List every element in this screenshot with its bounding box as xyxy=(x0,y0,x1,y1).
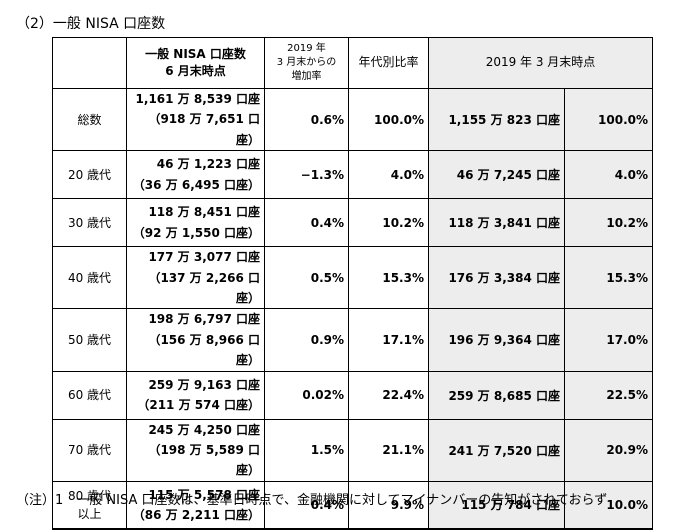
table-row: 30 歳代 118 万 8,451 口座 （92 万 1,550 口座） 0.4% 10… xyxy=(52,198,653,248)
account-count: 1,161 万 8,539 口座 xyxy=(135,92,260,106)
header-category xyxy=(52,37,127,89)
row-label-line1: 30 歳代 xyxy=(67,215,112,230)
table-row: 総数 1,161 万 8,539 口座 （918 万 7,651 口座） 0.6% 10… xyxy=(52,87,653,152)
prev-account-count: 46 万 7,245 口座 xyxy=(428,150,565,200)
age-ratio: 21.1% xyxy=(348,418,429,482)
account-count: 177 万 3,077 口座 xyxy=(148,250,260,265)
account-count: 46 万 1,223 口座 xyxy=(156,157,260,172)
table-row: 50 歳代 198 万 6,797 口座 （156 万 8,966 口座） 0.9% 1… xyxy=(52,308,653,372)
age-ratio: 100.0% xyxy=(348,87,429,152)
account-count-sub: （198 万 5,589 口座） xyxy=(148,442,260,478)
row-label: 60 歳代 xyxy=(52,370,127,420)
row-label: 20 歳代 xyxy=(52,150,127,200)
table-row: 40 歳代 177 万 3,077 口座 （137 万 2,266 口座） 0.5% 1… xyxy=(52,246,653,310)
prev-account-count: 259 万 8,685 口座 xyxy=(428,370,565,420)
increase-rate: 0.6% xyxy=(264,87,349,152)
account-count-sub: （92 万 1,550 口座） xyxy=(132,225,260,240)
row-label-line1: 60 歳代 xyxy=(67,388,112,403)
account-count: 115 万 5,578 口座 xyxy=(148,487,260,502)
increase-rate: −1.3% xyxy=(264,150,349,200)
age-ratio: 10.2% xyxy=(348,198,429,248)
header-increase-line3: 増加率 xyxy=(291,71,322,82)
row-label: 50 歳代 xyxy=(52,308,127,372)
prev-age-ratio: 4.0% xyxy=(564,150,653,200)
account-count-cell: 245 万 4,250 口座 （198 万 5,589 口座） xyxy=(126,418,265,482)
row-label-line1: 40 歳代 xyxy=(67,270,112,285)
header-prev: 2019 年 3 月末時点 xyxy=(428,37,653,89)
table-row: 70 歳代 245 万 4,250 口座 （198 万 5,589 口座） 1.5% 2… xyxy=(52,418,653,482)
account-count: 245 万 4,250 口座 xyxy=(148,422,260,437)
row-label: 総数 xyxy=(52,87,127,152)
row-label: 40 歳代 xyxy=(52,246,127,310)
table-body: 総数 1,161 万 8,539 口座 （918 万 7,651 口座） 0.6% 10… xyxy=(52,87,653,530)
prev-account-count: 241 万 7,520 口座 xyxy=(428,418,565,482)
prev-account-count: 118 万 3,841 口座 xyxy=(428,198,565,248)
header-increase-line2: 3 月末からの xyxy=(276,57,337,68)
table-row: 20 歳代 46 万 1,223 口座 （36 万 6,495 口座） −1.3% 4.… xyxy=(52,150,653,200)
account-count-cell: 198 万 6,797 口座 （156 万 8,966 口座） xyxy=(126,308,265,372)
table-header-row: 一般 NISA 口座数 6 月末時点 2019 年 3 月末からの 増加率 年代… xyxy=(52,37,653,89)
prev-age-ratio: 20.9% xyxy=(564,418,653,482)
header-count-line1: 一般 NISA 口座数 xyxy=(145,46,246,61)
prev-age-ratio: 17.0% xyxy=(564,308,653,372)
account-count-cell: 118 万 8,451 口座 （92 万 1,550 口座） xyxy=(126,198,265,248)
prev-account-count: 176 万 3,384 口座 xyxy=(428,246,565,310)
row-label: 30 歳代 xyxy=(52,198,127,248)
increase-rate: 0.4% xyxy=(264,198,349,248)
account-count-cell: 259 万 9,163 口座 （211 万 574 口座） xyxy=(126,370,265,420)
age-ratio: 15.3% xyxy=(348,246,429,310)
account-count-cell: 46 万 1,223 口座 （36 万 6,495 口座） xyxy=(126,150,265,200)
increase-rate: 0.5% xyxy=(264,246,349,310)
account-count-cell: 177 万 3,077 口座 （137 万 2,266 口座） xyxy=(126,246,265,310)
nisa-account-table: 一般 NISA 口座数 6 月末時点 2019 年 3 月末からの 増加率 年代… xyxy=(52,37,653,530)
row-label-line1: 80 歳代 xyxy=(67,488,112,503)
header-count: 一般 NISA 口座数 6 月末時点 xyxy=(126,37,265,89)
row-label: 70 歳代 xyxy=(52,418,127,482)
increase-rate: 0.02% xyxy=(264,370,349,420)
section-heading: （2）一般 NISA 口座数 xyxy=(16,16,166,32)
increase-rate: 1.5% xyxy=(264,418,349,482)
row-label-line1: 50 歳代 xyxy=(67,332,112,347)
header-count-line2: 6 月末時点 xyxy=(165,64,226,78)
account-count-sub: （211 万 574 口座） xyxy=(137,398,260,413)
account-count-sub: （137 万 2,266 口座） xyxy=(148,270,260,305)
prev-age-ratio: 22.5% xyxy=(564,370,653,420)
table-row: 60 歳代 259 万 9,163 口座 （211 万 574 口座） 0.02% 22… xyxy=(52,370,653,420)
header-increase-line1: 2019 年 xyxy=(287,43,326,54)
footnote: （注）1 一般 NISA 口座数は、基準日時点で、金融機関に対してマイナンバーの… xyxy=(16,493,608,508)
account-count-sub: （918 万 7,651 口座） xyxy=(148,112,260,147)
row-label-line1: 総数 xyxy=(77,112,102,127)
row-label-line1: 70 歳代 xyxy=(67,443,112,458)
row-label-line1: 20 歳代 xyxy=(67,167,112,182)
increase-rate: 0.9% xyxy=(264,308,349,372)
account-count-sub: （36 万 6,495 口座） xyxy=(132,177,260,192)
account-count-sub: （156 万 8,966 口座） xyxy=(148,332,260,368)
account-count: 259 万 9,163 口座 xyxy=(148,377,260,392)
prev-age-ratio: 15.3% xyxy=(564,246,653,310)
prev-age-ratio: 10.2% xyxy=(564,198,653,248)
account-count: 198 万 6,797 口座 xyxy=(148,312,260,327)
header-ratio: 年代別比率 xyxy=(348,37,429,89)
header-increase: 2019 年 3 月末からの 増加率 xyxy=(264,37,349,89)
age-ratio: 17.1% xyxy=(348,308,429,372)
prev-account-count: 196 万 9,364 口座 xyxy=(428,308,565,372)
account-count: 118 万 8,451 口座 xyxy=(148,205,260,220)
prev-age-ratio: 100.0% xyxy=(564,87,653,152)
age-ratio: 4.0% xyxy=(348,150,429,200)
prev-account-count: 1,155 万 823 口座 xyxy=(428,87,565,152)
account-count-cell: 1,161 万 8,539 口座 （918 万 7,651 口座） xyxy=(126,87,265,152)
age-ratio: 22.4% xyxy=(348,370,429,420)
